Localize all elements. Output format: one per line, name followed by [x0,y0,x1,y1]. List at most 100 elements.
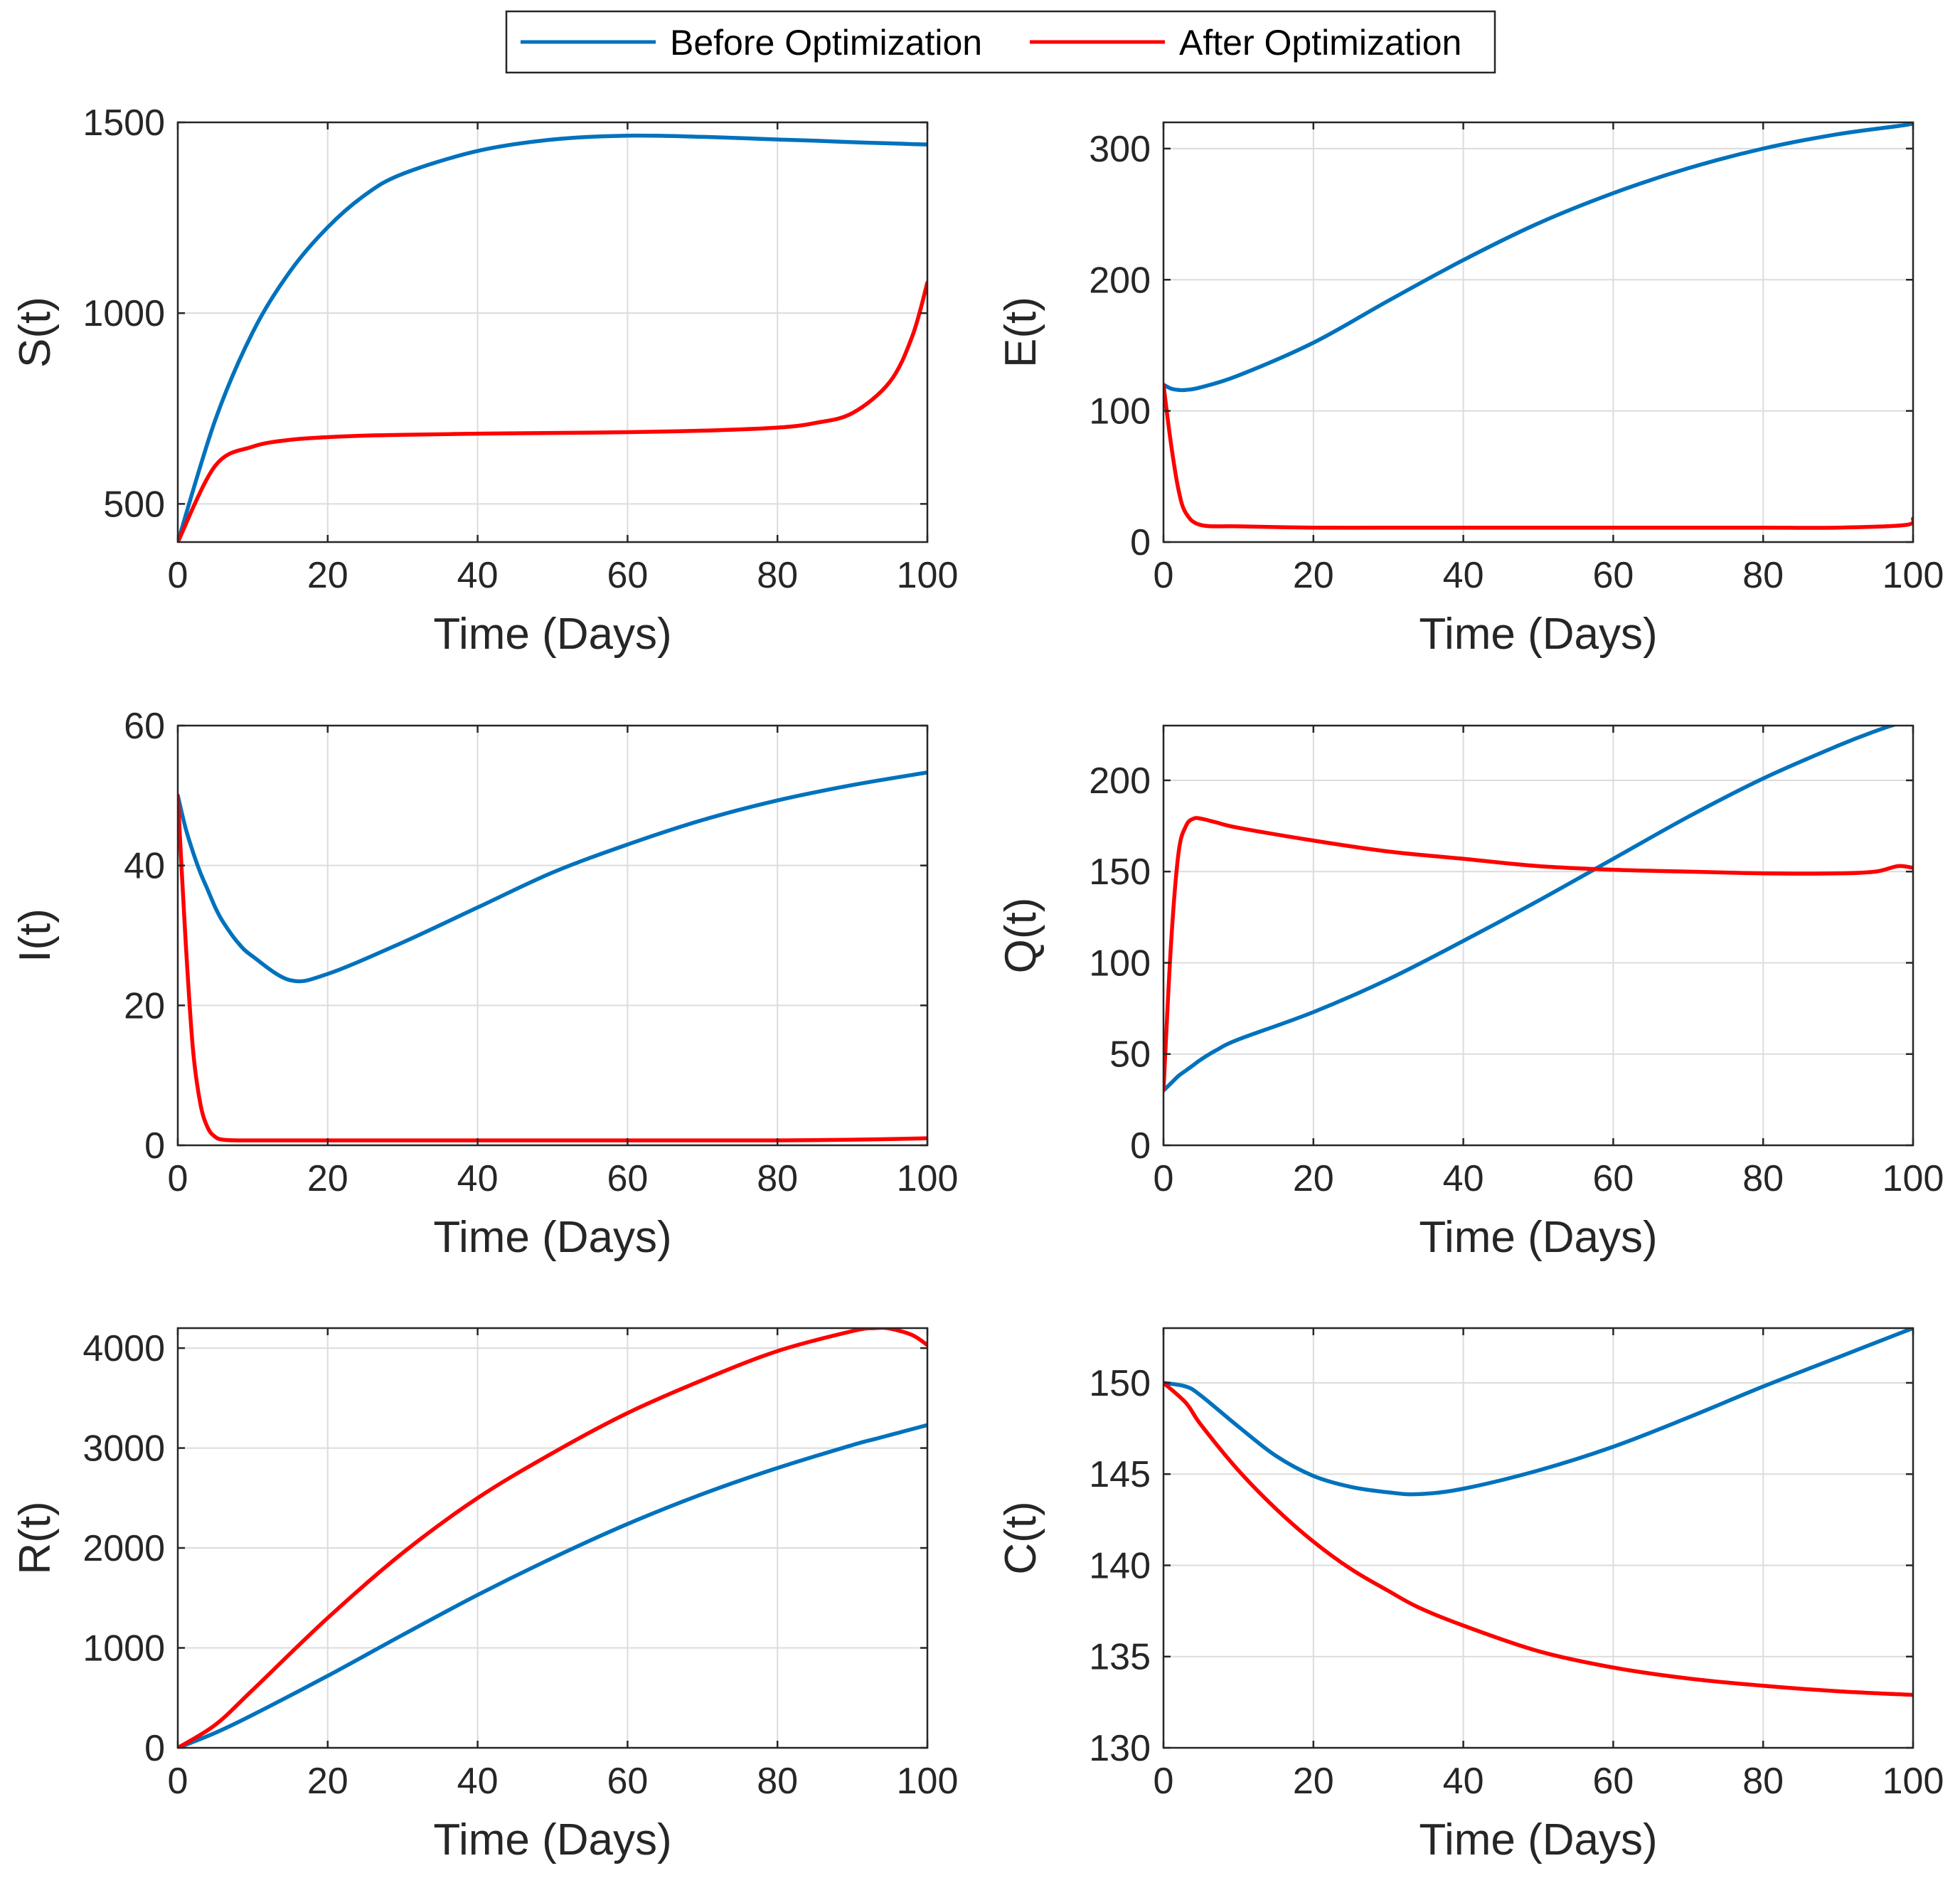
x-axis-label: Time (Days) [433,610,671,659]
chart-panel-it: 0 20 40 60 80 100 0 20 40 60 Time (Days) I(t) [11,706,958,1262]
x-axis-label: Time (Days) [1419,1213,1657,1262]
y-tick-label: 40 [124,846,165,887]
y-tick-label: 0 [1130,522,1151,563]
series-line-after-qt [1163,816,1913,1093]
series-line-after-ct [1163,1381,1913,1697]
axes-box [1162,724,1914,1147]
y-tick-label: 1500 [82,102,165,144]
x-tick-label: 60 [1592,1158,1634,1199]
x-tick-label: 80 [757,1761,798,1802]
x-tick-label: 100 [1882,1158,1944,1199]
x-tick-label: 100 [897,1158,959,1199]
x-tick-label: 0 [1154,1158,1174,1199]
x-tick-label: 40 [1443,1761,1484,1802]
x-axis-label: Time (Days) [1419,1815,1657,1864]
legend-label-after: After Optimization [1179,23,1461,63]
chart-panel-et: 0 20 40 60 80 100 0 100 200 300 Time (Days) E(t) [996,121,1944,659]
x-tick-label: 40 [457,1158,499,1199]
y-tick-label: 500 [103,484,165,525]
y-tick-label: 0 [144,1125,165,1167]
y-axis-label: R(t) [11,1501,60,1574]
plot-area [1163,122,1913,542]
x-tick-label: 60 [607,1761,648,1802]
x-tick-label: 100 [1882,1761,1944,1802]
axes-box [176,724,929,1147]
legend-label-before: Before Optimization [670,23,982,63]
series-line-after-st [178,280,927,542]
series-line-before-st [178,133,927,542]
y-tick-label: 100 [1089,391,1151,433]
y-tick-label: 0 [144,1728,165,1769]
y-tick-label: 140 [1089,1545,1151,1586]
y-tick-label: 1000 [82,293,165,334]
y-axis-label: E(t) [996,297,1045,368]
x-tick-label: 20 [307,555,348,596]
x-tick-label: 40 [1443,555,1484,596]
x-tick-label: 0 [168,555,188,596]
y-tick-label: 135 [1089,1637,1151,1678]
x-tick-label: 0 [1154,555,1174,596]
x-tick-label: 40 [1443,1158,1484,1199]
y-tick-label: 20 [124,985,165,1026]
x-tick-label: 0 [168,1158,188,1199]
series-line-before-ct [1163,1328,1913,1497]
y-tick-label: 150 [1089,852,1151,893]
axes-box [1162,121,1914,543]
x-tick-label: 20 [307,1761,348,1802]
y-tick-label: 4000 [82,1328,165,1369]
x-tick-label: 80 [1742,1761,1784,1802]
x-tick-label: 60 [1592,1761,1634,1802]
y-tick-label: 2000 [82,1528,165,1569]
y-axis-label: S(t) [11,297,60,368]
plot-area [1163,726,1913,1145]
series-line-before-it [178,770,927,984]
x-tick-label: 60 [607,555,648,596]
series-line-before-qt [1163,726,1900,1093]
y-tick-label: 100 [1089,943,1151,984]
plot-area [178,726,927,1145]
series-line-before-rt [178,1423,927,1748]
y-tick-label: 50 [1109,1034,1151,1076]
legend: Before Optimization After Optimization [505,10,1496,74]
series-line-after-rt [178,1328,927,1748]
y-axis-label: C(t) [996,1501,1045,1574]
plot-area [178,122,927,542]
x-axis-label: Time (Days) [1419,610,1657,659]
axes-box [176,121,929,543]
x-axis-label: Time (Days) [433,1815,671,1864]
legend-box [505,10,1496,74]
y-tick-label: 130 [1089,1728,1151,1769]
chart-panel-qt: 0 20 40 60 80 100 0 50 100 150 200 Time (Days) Q(t) [996,724,1944,1262]
plot-area [1163,1328,1913,1748]
y-tick-label: 200 [1089,760,1151,802]
x-axis-label: Time (Days) [433,1213,671,1262]
y-tick-label: 1000 [82,1628,165,1670]
y-tick-label: 150 [1089,1363,1151,1404]
y-tick-label: 200 [1089,260,1151,301]
x-tick-label: 80 [1742,1158,1784,1199]
x-tick-label: 20 [1293,1158,1334,1199]
x-tick-label: 20 [307,1158,348,1199]
x-tick-label: 100 [897,555,959,596]
plot-area [178,1328,927,1748]
series-line-before-et [1163,122,1913,393]
x-tick-label: 100 [897,1761,959,1802]
x-tick-label: 100 [1882,555,1944,596]
x-tick-label: 80 [757,1158,798,1199]
axes-box [176,1327,929,1749]
x-tick-label: 40 [457,1761,499,1802]
x-tick-label: 80 [757,555,798,596]
x-tick-label: 0 [168,1761,188,1802]
x-tick-label: 0 [1154,1761,1174,1802]
y-tick-label: 60 [124,706,165,747]
axes-box [1162,1327,1914,1749]
x-tick-label: 80 [1742,555,1784,596]
y-tick-label: 300 [1089,129,1151,170]
chart-panel-ct: 0 20 40 60 80 100 130 135 140 145 150 Time (Days) C(… [996,1327,1944,1864]
series-line-after-it [178,793,927,1142]
series-line-after-et [1163,383,1913,530]
